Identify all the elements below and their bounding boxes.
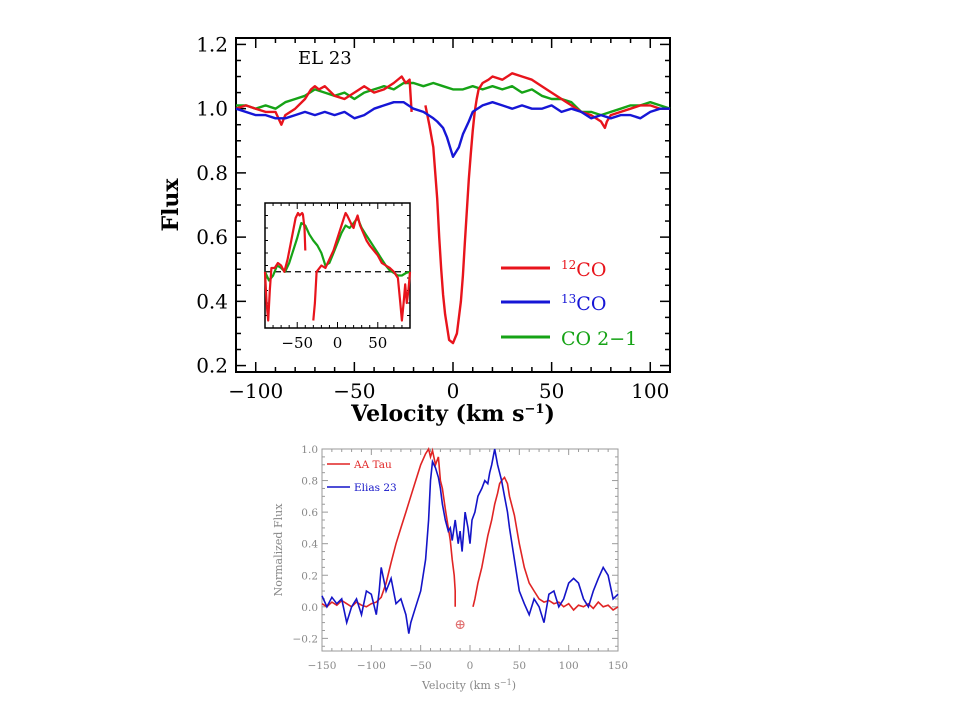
bottom-y-tick-label: −0.2: [293, 633, 319, 645]
bottom-x-tick-label: 0: [467, 660, 474, 672]
top-y-tick-label: 0.8: [196, 161, 228, 185]
legend-label-co21: CO 2−1: [561, 328, 637, 350]
bottom-y-tick-label: 1.0: [301, 444, 318, 456]
bottom-y-tick-label: 0.4: [301, 539, 318, 551]
series-13co-line: [235, 101, 670, 158]
legend-label-13co: 13CO: [561, 292, 606, 315]
top-y-axis-label: Flux: [158, 178, 184, 232]
series-co21-line: [236, 81, 671, 117]
inset-x-tick-labels: −50 0 50: [281, 334, 387, 352]
top-x-axis-label: Velocity (km s−1): [350, 401, 555, 427]
series-aa-tau-line: [321, 446, 619, 612]
top-chart-title: EL 23: [298, 48, 352, 69]
top-y-tick-label: 1.2: [196, 32, 228, 56]
inset-x-tick-label: 50: [368, 334, 387, 352]
top-x-tick-label: 0: [447, 379, 460, 403]
bottom-legend: AA Tau Elias 23: [327, 459, 397, 494]
top-x-tick-labels: −100 −50 0 50 100: [228, 379, 669, 403]
bottom-y-axis-label: Normalized Flux: [272, 503, 285, 597]
bottom-x-tick-label: −50: [410, 660, 432, 672]
top-y-tick-label: 1.0: [196, 97, 228, 121]
top-legend: 12CO 13CO CO 2−1: [501, 258, 637, 350]
top-y-tick-label: 0.2: [196, 354, 228, 378]
bottom-x-tick-label: 50: [513, 660, 526, 672]
legend-label-12co: 12CO: [561, 258, 606, 281]
top-x-tick-label: −100: [228, 379, 283, 403]
legend-label-elias-23: Elias 23: [354, 482, 397, 494]
top-series-lines: [235, 72, 671, 345]
top-y-tick-labels: 0.2 0.4 0.6 0.8 1.0 1.2: [196, 32, 228, 377]
bottom-y-tick-label: 0.0: [301, 602, 318, 614]
inset-x-tick-label: −50: [281, 334, 313, 352]
inset-axis-ticks: [265, 202, 410, 328]
bottom-y-tick-label: 0.2: [301, 570, 318, 582]
bottom-x-tick-label: 150: [608, 660, 628, 672]
inset-chart: −50 0 50: [263, 202, 412, 352]
inset-co21-line: [264, 216, 411, 282]
bottom-x-tick-label: −100: [357, 660, 386, 672]
series-elias-23-line: [321, 448, 619, 634]
bottom-axis-ticks: [321, 448, 619, 651]
top-chart: −100 −50 0 50 100 0.2 0.4 0.6 0.8 1.0 1.2 EL 23 F…: [158, 32, 671, 427]
bottom-y-tick-label: 0.6: [301, 507, 318, 519]
bottom-x-axis-label: Velocity (km s−1): [421, 678, 516, 692]
top-x-tick-label: −50: [333, 379, 375, 403]
bottom-x-tick-labels: −150 −100 −50 0 50 100 150: [308, 660, 628, 672]
top-plot-frame: [235, 37, 671, 373]
top-x-tick-label: 100: [631, 379, 669, 403]
bottom-y-tick-labels: −0.2 0.0 0.2 0.4 0.6 0.8 1.0: [293, 444, 319, 645]
bottom-y-tick-label: 0.8: [301, 476, 318, 488]
top-y-tick-label: 0.6: [196, 225, 228, 249]
inset-x-tick-label: 0: [333, 334, 343, 352]
top-axis-ticks: [236, 38, 671, 372]
bottom-x-tick-label: −150: [308, 660, 337, 672]
series-12co-line: [235, 72, 670, 345]
inset-series-lines: [263, 211, 412, 322]
inset-12co-line: [263, 211, 412, 322]
top-y-tick-label: 0.4: [196, 289, 228, 313]
bottom-plot-frame: [321, 448, 619, 652]
legend-label-aa-tau: AA Tau: [353, 459, 392, 471]
bottom-chart: −150 −100 −50 0 50 100 150 −0.2 0.0 0.2 0.4 0.6 0.8…: [272, 444, 628, 692]
top-x-tick-label: 50: [539, 379, 564, 403]
bottom-x-tick-label: 100: [559, 660, 579, 672]
bottom-series-lines: [321, 446, 619, 634]
telluric-symbol: ⊕: [454, 617, 466, 633]
